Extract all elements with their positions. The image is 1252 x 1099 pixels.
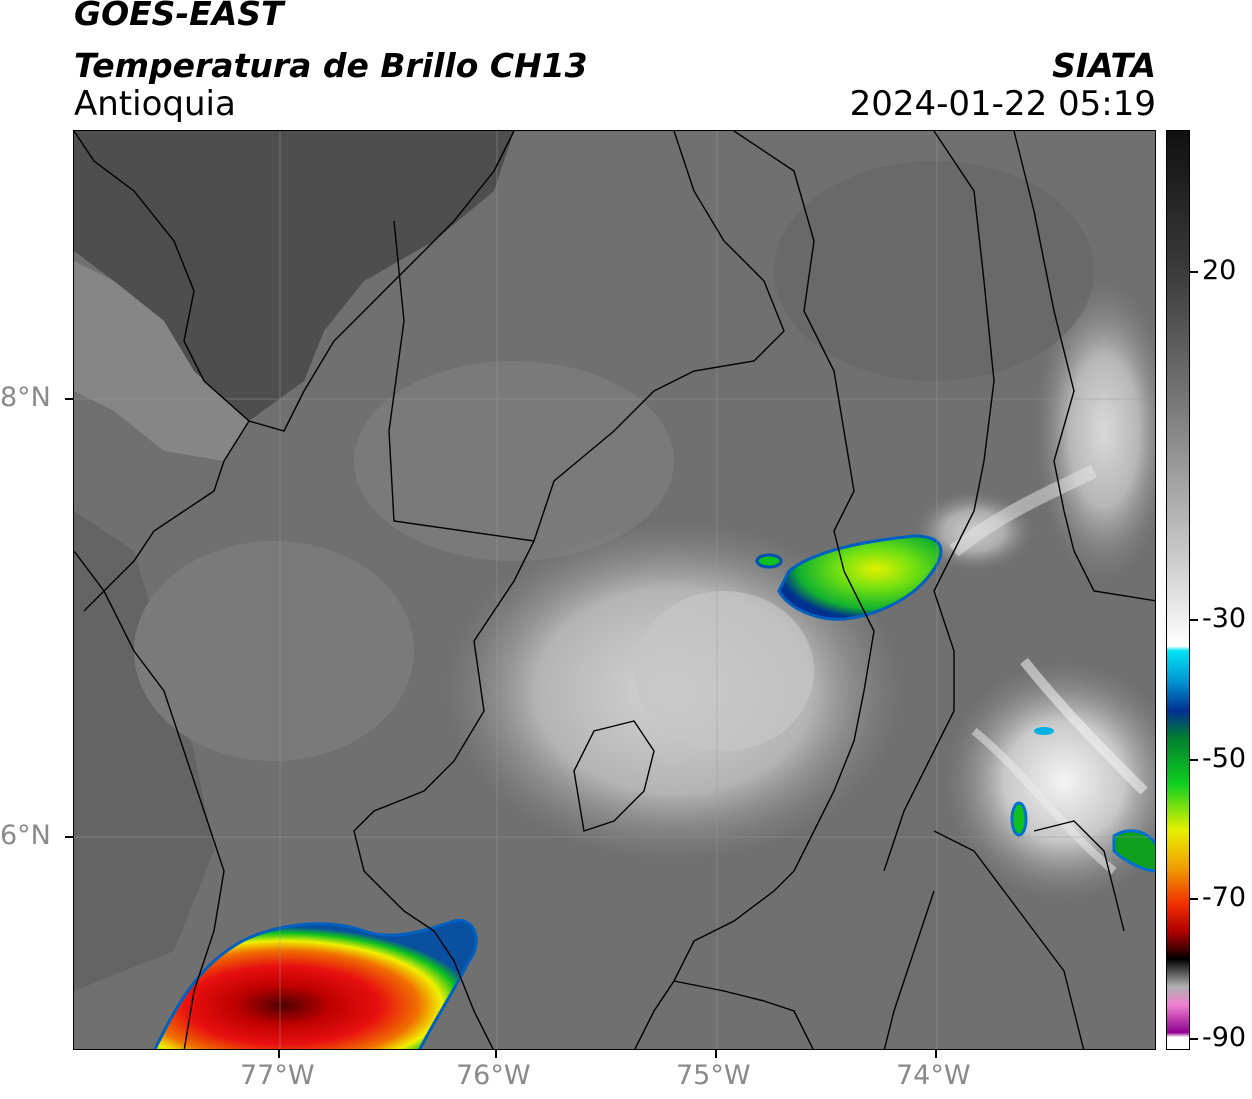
- colorbar-tick: [1190, 619, 1198, 621]
- colorbar-tick: [1190, 898, 1198, 900]
- satellite-map-canvas: [74, 131, 1155, 1049]
- colorbar-tick: [1190, 271, 1198, 273]
- colorbar: [1166, 130, 1190, 1050]
- organization-label: SIATA: [1052, 46, 1156, 85]
- region-label: Antioquia: [74, 84, 236, 124]
- colorbar-label-20: 20: [1202, 255, 1237, 286]
- longitude-label-77w: 77°W: [240, 1060, 315, 1091]
- longitude-tick: [278, 1050, 280, 1058]
- latitude-label-8n: 8°N: [0, 382, 51, 413]
- satellite-map: [73, 130, 1156, 1050]
- colorbar-label-minus90: -90: [1202, 1022, 1247, 1053]
- colorbar-tick: [1190, 759, 1198, 761]
- storm-cell-southwest: [153, 918, 478, 1049]
- latitude-tick: [65, 398, 73, 400]
- longitude-tick: [715, 1050, 717, 1058]
- longitude-label-76w: 76°W: [456, 1060, 531, 1091]
- administrative-boundaries: [74, 131, 1155, 1049]
- longitude-tick: [495, 1050, 497, 1058]
- satellite-title: GOES-EAST: [74, 0, 284, 33]
- timestamp-label: 2024-01-22 05:19: [849, 84, 1156, 124]
- colorbar-gradient: [1167, 131, 1189, 1049]
- colorbar-tick: [1190, 1038, 1198, 1040]
- longitude-label-75w: 75°W: [676, 1060, 751, 1091]
- longitude-tick: [935, 1050, 937, 1058]
- longitude-label-74w: 74°W: [896, 1060, 971, 1091]
- colorbar-label-minus50: -50: [1202, 743, 1247, 774]
- latitude-label-6n: 6°N: [0, 820, 51, 851]
- storm-cell-northeast: [777, 534, 943, 621]
- latitude-tick: [65, 836, 73, 838]
- colorbar-label-minus30: -30: [1202, 603, 1247, 634]
- colorbar-label-minus70: -70: [1202, 882, 1247, 913]
- product-title: Temperatura de Brillo CH13: [74, 46, 588, 85]
